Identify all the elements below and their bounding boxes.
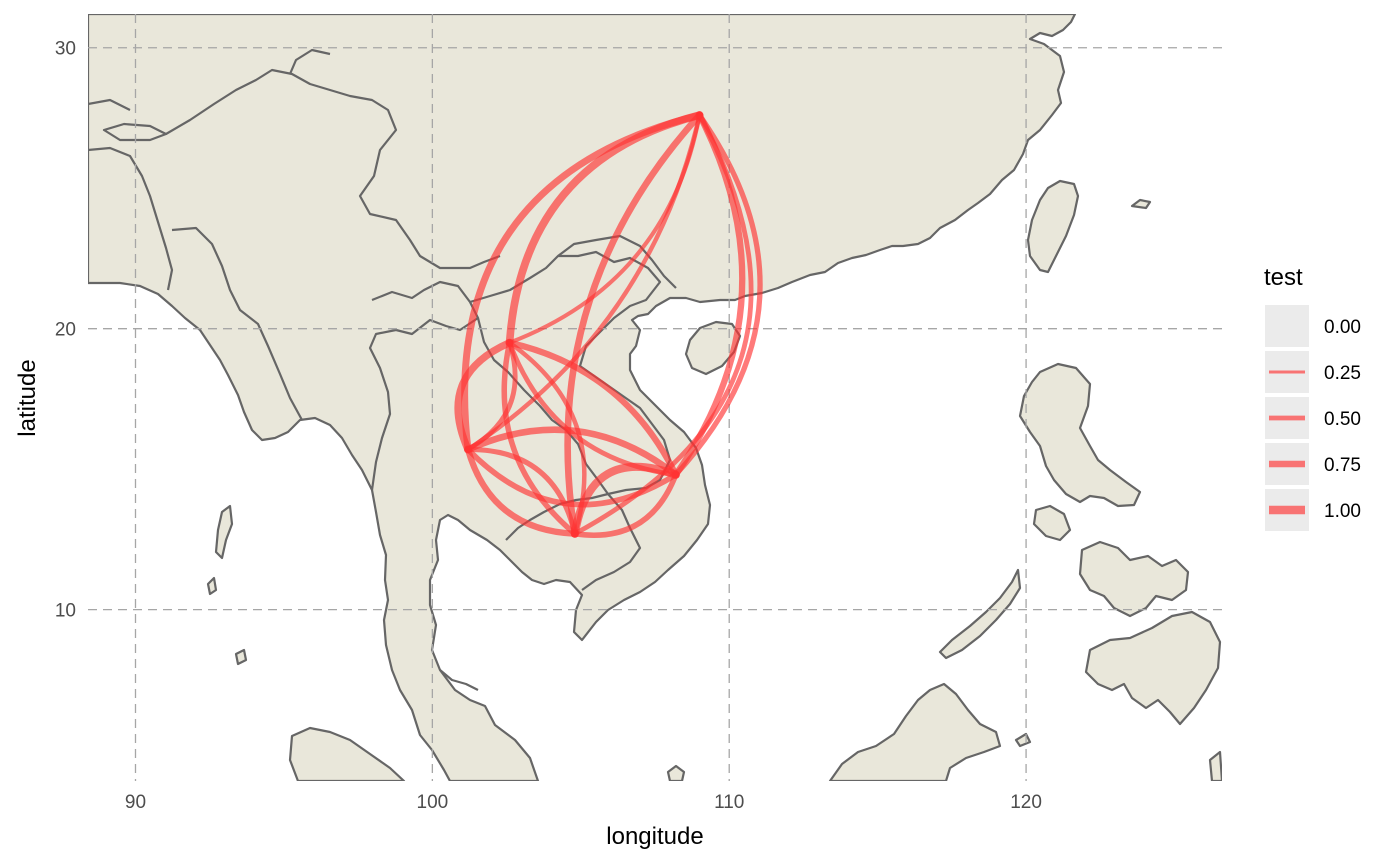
flow-node: [671, 470, 680, 479]
x-axis-ticks: 90 100 110 120: [125, 792, 1042, 813]
y-tick-label: 30: [55, 39, 76, 60]
myanmar-thailand-border: [368, 280, 480, 491]
flow-node: [505, 338, 514, 347]
y-axis-ticks: 10 20 30: [55, 39, 76, 622]
small-island-3: [1130, 198, 1152, 210]
sumatra-island: [288, 726, 406, 781]
flow-arc: [465, 446, 578, 537]
china-internal-1: [288, 48, 331, 75]
malaysia-thailand-border: [439, 669, 479, 691]
legend-title: test: [1264, 264, 1303, 291]
laos-border: [469, 250, 672, 496]
small-island-1: [234, 648, 248, 666]
legend-label: 0.75: [1324, 455, 1361, 476]
mindoro-island: [1032, 504, 1072, 542]
flow-arc: [506, 339, 679, 478]
y-tick-label: 10: [55, 601, 76, 622]
y-tick-label: 20: [55, 320, 76, 341]
legend-label: 0.25: [1324, 363, 1361, 384]
mainland-asia: [88, 14, 1077, 781]
flow-arc: [564, 111, 703, 538]
andaman-islands: [214, 504, 234, 560]
x-tick-label: 90: [125, 792, 146, 813]
legend-label: 1.00: [1324, 501, 1361, 522]
luzon-island: [1018, 362, 1142, 508]
flow-arc: [501, 339, 578, 537]
flow-arcs: [454, 111, 763, 538]
china-vietnam-border: [557, 234, 677, 289]
nepal-border: [88, 98, 131, 111]
flow-arc: [454, 339, 514, 454]
cambodia-vietnam-border: [581, 493, 642, 591]
legend-items: 0.00 0.25 0.50 0.75 1.00: [1265, 305, 1361, 531]
flow-node: [570, 529, 579, 538]
bangladesh-border: [88, 146, 174, 291]
borneo-island: [828, 682, 1002, 781]
flow-arc: [673, 112, 763, 478]
taiwan-island: [1026, 179, 1080, 274]
flow-arc: [570, 462, 680, 538]
legend-key-background: [1265, 305, 1309, 347]
flow-arc: [464, 426, 680, 479]
x-axis-title: longitude: [606, 823, 703, 850]
flow-arc: [572, 472, 679, 538]
flow-arc: [507, 113, 702, 345]
legend-label: 0.00: [1324, 317, 1361, 338]
y-axis-title: latitude: [14, 359, 41, 436]
flow-node: [695, 111, 704, 120]
land-masses: [88, 14, 1222, 781]
palawan-island: [938, 568, 1022, 660]
flow-arc: [464, 446, 578, 537]
nicobar-island: [206, 576, 218, 596]
small-island-4: [1208, 750, 1222, 781]
visayas-islands: [1078, 540, 1190, 618]
gridlines: [88, 14, 1222, 781]
myanmar-north-border: [165, 68, 501, 270]
small-island-2: [666, 764, 686, 781]
legend-label: 0.50: [1324, 409, 1361, 430]
myanmar-east-border: [171, 226, 303, 421]
x-tick-label: 120: [1010, 792, 1042, 813]
x-tick-label: 100: [417, 792, 449, 813]
legend: test 0.00 0.25 0.50 0.75 1.00: [1264, 264, 1361, 531]
mindanao-island: [1084, 610, 1222, 726]
x-tick-label: 110: [714, 792, 744, 813]
flow-node: [463, 445, 472, 454]
map-panel: [88, 14, 1222, 781]
